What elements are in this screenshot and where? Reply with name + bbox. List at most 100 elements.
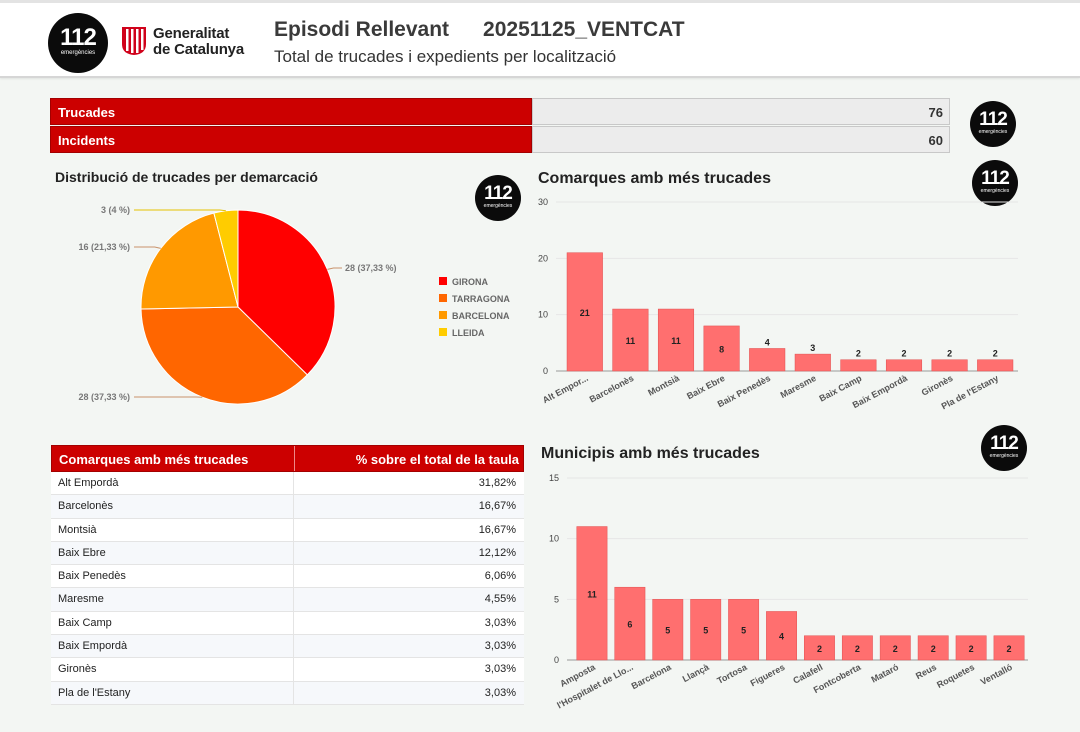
row-pct: 31,82% — [478, 477, 516, 489]
pie-data-label: 16 (21,33 %) — [78, 242, 130, 252]
row-name: Maresme — [51, 588, 294, 611]
bar — [885, 359, 923, 372]
logo-112-sub: emergències — [60, 50, 96, 56]
pie-data-label: 28 (37,33 %) — [345, 263, 397, 273]
logo-number: 112 — [981, 168, 1010, 189]
y-tick-label: 0 — [543, 366, 548, 376]
bar — [879, 635, 911, 661]
logo-sub: emergències — [483, 203, 513, 209]
bar-value-label: 2 — [947, 349, 952, 359]
bar-value-label: 3 — [810, 343, 815, 353]
row-name: Baix Ebre — [51, 541, 294, 565]
pie-data-label: 3 (4 %) — [101, 205, 130, 215]
x-tick-label: Alt Empor... — [541, 373, 590, 405]
logo-112-small-icon: 112 emergències — [970, 101, 1016, 147]
bar — [917, 635, 949, 661]
bar-value-label: 11 — [626, 336, 636, 346]
bar-value-label: 5 — [741, 626, 746, 636]
title-text: Episodi Rellevant — [274, 18, 450, 41]
table-row: Baix Penedès 6,06% — [51, 565, 524, 589]
y-tick-label: 20 — [538, 253, 548, 263]
bar-value-label: 21 — [580, 308, 590, 318]
bar-value-label: 2 — [931, 644, 936, 654]
pie-slice-girona — [237, 209, 336, 376]
summary-incidents-row: Incidents 60 — [50, 126, 950, 153]
x-tick-label: Maresme — [779, 373, 818, 400]
bar-value-label: 4 — [779, 632, 784, 642]
logo-sub: emergències — [980, 188, 1010, 194]
table-row: Baix Empordà 3,03% — [51, 635, 524, 659]
pie-leader-line — [134, 209, 226, 212]
row-pct: 3,03% — [484, 663, 516, 676]
bar — [728, 599, 760, 661]
row-pct: 3,03% — [484, 640, 516, 653]
y-tick-label: 0 — [554, 655, 559, 665]
bar-value-label: 5 — [665, 626, 670, 636]
legend-label: GIRONA — [452, 277, 489, 287]
legend-swatch — [439, 328, 447, 336]
bar-value-label: 4 — [765, 337, 770, 347]
bar — [977, 359, 1014, 372]
logo-number: 112 — [979, 109, 1008, 130]
x-tick-label: Barcelonès — [588, 373, 636, 405]
table-row: Baix Ebre 12,12% — [51, 541, 524, 566]
bar — [703, 325, 740, 372]
y-tick-label: 5 — [554, 594, 559, 604]
incidents-label: Incidents — [50, 126, 532, 153]
header-top-line — [0, 0, 1080, 3]
x-tick-label: Tortosa — [715, 661, 749, 685]
pie-title: Distribució de trucades per demarcació — [55, 169, 318, 185]
bar — [576, 526, 608, 661]
pie-chart: 28 (37,33 %) 28 (37,33 %) 16 (21,33 %) 3 (4… — [78, 205, 510, 405]
table-row: Barcelonès 16,67% — [51, 495, 524, 519]
bar-value-label: 2 — [817, 644, 822, 654]
gencat-emblem-icon — [122, 27, 146, 55]
table-header: Comarques amb més trucades % sobre el to… — [51, 445, 524, 472]
x-tick-label: Barcelona — [630, 661, 674, 691]
municipis-chart-title: Municipis amb més trucades — [541, 445, 760, 462]
bar-value-label: 8 — [719, 344, 724, 354]
bar — [566, 252, 603, 372]
calls-label: Trucades — [50, 98, 532, 125]
logo-112-pie-icon: 112 emergències — [475, 175, 521, 221]
logo-112-icon: 112 emergències — [48, 13, 108, 73]
logo-112-municipis-icon: 112 emergències — [981, 425, 1027, 471]
summary-calls-row: Trucades 76 — [50, 98, 950, 125]
pie-data-label: 28 (37,33 %) — [78, 392, 130, 402]
bar — [993, 635, 1025, 661]
bar-value-label: 11 — [587, 589, 597, 599]
logo-112-number: 112 — [60, 24, 97, 51]
bar — [840, 359, 877, 372]
bar-value-label: 2 — [993, 349, 998, 359]
bar — [657, 308, 695, 372]
x-tick-label: Ventalló — [979, 662, 1015, 687]
row-pct: 12,12% — [478, 546, 516, 559]
row-name: Baix Empordà — [51, 635, 294, 658]
incidents-value: 60 — [532, 126, 950, 153]
table-row: Montsià 16,67% — [51, 518, 524, 542]
bar — [614, 586, 646, 661]
bar-value-label: 2 — [1007, 644, 1012, 654]
logo-112-comarques-icon: 112 emergències — [972, 160, 1018, 206]
logo-sub: emergències — [978, 129, 1008, 135]
y-tick-label: 10 — [549, 534, 559, 544]
bar-value-label: 2 — [901, 349, 906, 359]
table-row: Pla de l'Estany 3,03% — [51, 681, 524, 705]
bar — [766, 611, 797, 661]
table-row: Gironès 3,03% — [51, 658, 524, 682]
x-tick-label: Llançà — [681, 661, 712, 684]
x-tick-label: Montsià — [646, 372, 682, 397]
logo-sub: emergències — [989, 453, 1019, 459]
row-name: Gironès — [51, 658, 294, 681]
page-title: Episodi Rellevant 20251125_VENTCAT — [274, 18, 685, 42]
row-pct: 16,67% — [478, 500, 516, 513]
gencat-line1: Generalitat — [153, 25, 230, 42]
x-tick-label: Reus — [914, 662, 938, 681]
bar-value-label: 2 — [856, 349, 861, 359]
legend-label: LLEIDA — [452, 328, 485, 338]
legend-label: BARCELONA — [452, 311, 510, 321]
logo-number: 112 — [990, 433, 1019, 454]
row-pct: 3,03% — [484, 686, 516, 699]
bar-value-label: 6 — [627, 620, 632, 630]
